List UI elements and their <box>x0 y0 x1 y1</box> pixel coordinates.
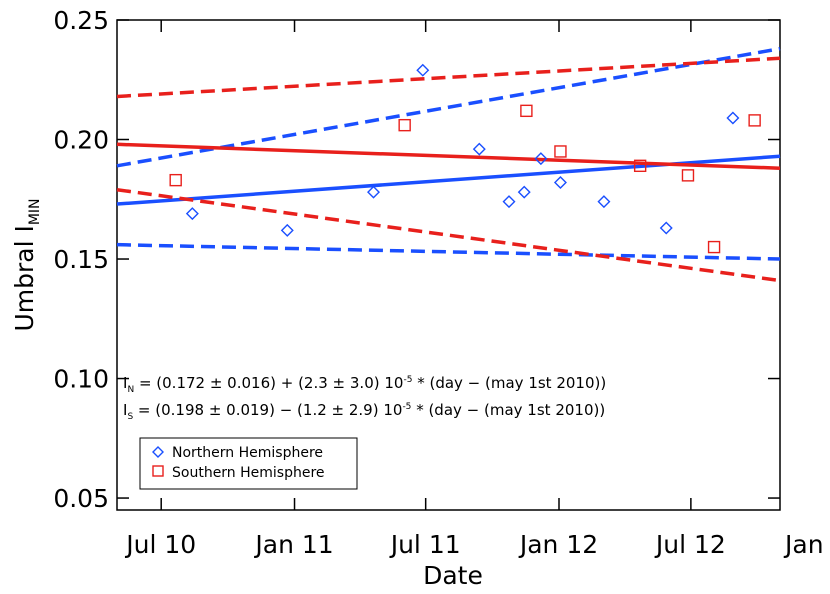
north-point <box>472 142 486 156</box>
y-tick-label: 0.20 <box>53 126 109 155</box>
north-point <box>517 185 531 199</box>
south-point <box>398 118 411 132</box>
south-lower-line <box>116 187 781 283</box>
north-point <box>280 223 294 237</box>
north-point <box>185 207 199 221</box>
north-upper-line <box>116 46 781 168</box>
y-tick-label: 0.25 <box>53 6 109 35</box>
y-axis-title-main: Umbral I <box>10 225 39 331</box>
legend-box <box>139 437 358 490</box>
legend-square-icon <box>152 465 164 477</box>
legend-label-north: Northern Hemisphere <box>172 445 323 461</box>
legend: Northern Hemisphere Southern Hemisphere <box>139 437 358 490</box>
south-point <box>633 159 647 173</box>
fit-lines <box>116 46 781 283</box>
south-point <box>554 145 567 158</box>
north-point <box>367 185 380 199</box>
equation-south: IS = (0.198 ± 0.019) − (1.2 ± 2.9) 10-5 … <box>123 401 605 422</box>
x-tick-label: Jul 11 <box>389 530 461 559</box>
x-tick-label: Jan 13 <box>783 530 830 559</box>
south-point <box>681 169 695 182</box>
north-lower-line <box>116 242 781 261</box>
south-upper-line <box>116 56 781 99</box>
north-point <box>416 63 430 77</box>
north-point <box>553 176 567 190</box>
x-tick-label: Jan 12 <box>518 530 598 559</box>
south-point <box>520 104 533 118</box>
north-point <box>659 221 673 235</box>
legend-diamond-icon <box>152 446 164 458</box>
north-point <box>597 195 611 209</box>
legend-label-south: Southern Hemisphere <box>172 465 325 481</box>
x-axis-ticks: Jul 10 Jan 11 Jul 11 Jan 12 Jul 12 Jan 13 <box>124 20 830 559</box>
north-point <box>534 152 548 166</box>
north-point <box>726 111 740 125</box>
equation-north: IN = (0.172 ± 0.016) + (2.3 ± 3.0) 10-5 … <box>123 374 606 395</box>
south-point <box>707 240 721 254</box>
y-tick-label: 0.10 <box>53 365 109 394</box>
x-tick-label: Jul 10 <box>124 530 196 559</box>
y-tick-label: 0.05 <box>53 484 109 513</box>
north-point <box>502 195 516 209</box>
x-axis-title: Date <box>423 561 483 590</box>
x-tick-label: Jan 11 <box>253 530 333 559</box>
y-axis-ticks: 0.05 0.10 0.15 0.20 0.25 <box>53 6 780 513</box>
x-tick-label: Jul 12 <box>654 530 726 559</box>
south-point <box>169 173 182 187</box>
south-fit-line <box>116 142 781 170</box>
y-axis-title-sub: MIN <box>27 198 43 225</box>
south-point <box>748 114 761 127</box>
data-points <box>169 63 761 254</box>
plot-frame <box>116 19 781 511</box>
y-tick-label: 0.15 <box>53 245 109 274</box>
y-axis-title: Umbral IMIN <box>10 198 43 331</box>
